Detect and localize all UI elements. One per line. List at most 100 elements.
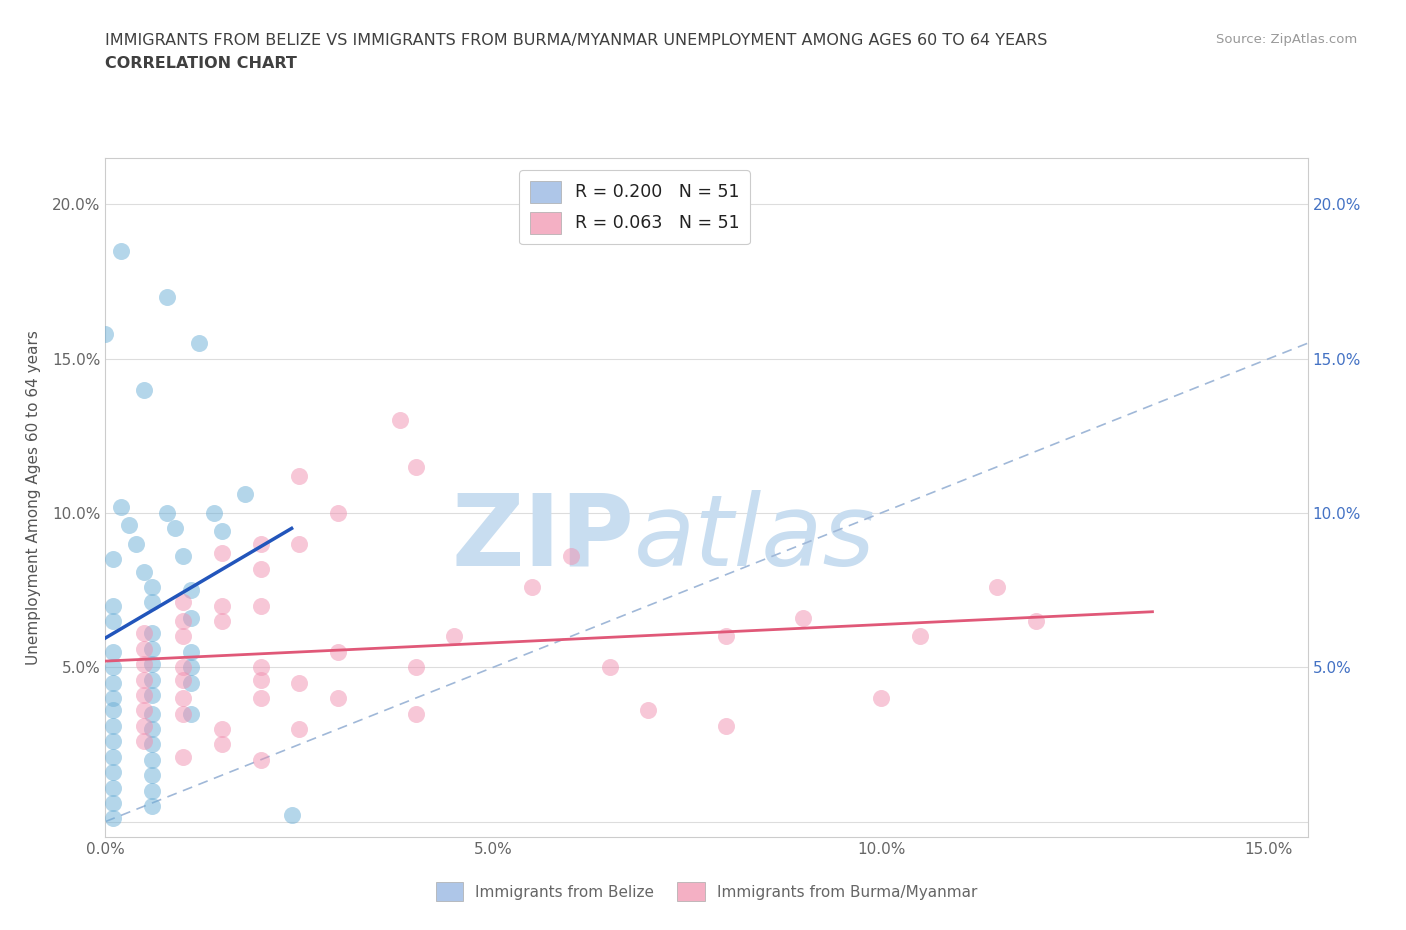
Point	[714, 719, 737, 734]
Point	[103, 660, 125, 675]
Point	[288, 469, 311, 484]
Point	[180, 610, 202, 625]
Point	[908, 629, 931, 644]
Point	[165, 521, 187, 536]
Point	[134, 734, 156, 749]
Y-axis label: Unemployment Among Ages 60 to 64 years: Unemployment Among Ages 60 to 64 years	[27, 330, 41, 665]
Point	[187, 336, 209, 351]
Text: Source: ZipAtlas.com: Source: ZipAtlas.com	[1216, 33, 1357, 46]
Point	[172, 706, 194, 721]
Point	[870, 691, 893, 706]
Point	[249, 672, 271, 687]
Point	[134, 672, 156, 687]
Point	[141, 642, 163, 657]
Point	[211, 722, 233, 737]
Point	[180, 583, 202, 598]
Point	[141, 626, 163, 641]
Point	[249, 561, 271, 576]
Point	[211, 546, 233, 561]
Point	[180, 660, 202, 675]
Point	[288, 675, 311, 690]
Point	[103, 703, 125, 718]
Point	[280, 808, 302, 823]
Point	[141, 687, 163, 702]
Point	[326, 644, 349, 659]
Point	[94, 326, 117, 341]
Point	[405, 459, 427, 474]
Point	[172, 750, 194, 764]
Point	[103, 614, 125, 629]
Point	[110, 499, 132, 514]
Point	[103, 811, 125, 826]
Point	[103, 644, 125, 659]
Point	[599, 660, 621, 675]
Point	[1025, 614, 1047, 629]
Point	[288, 722, 311, 737]
Point	[141, 579, 163, 594]
Point	[249, 660, 271, 675]
Point	[103, 750, 125, 764]
Point	[172, 672, 194, 687]
Point	[211, 525, 233, 539]
Point	[118, 518, 141, 533]
Point	[125, 537, 148, 551]
Point	[792, 610, 814, 625]
Point	[141, 783, 163, 798]
Point	[134, 382, 156, 397]
Point	[172, 660, 194, 675]
Point	[172, 691, 194, 706]
Point	[172, 595, 194, 610]
Point	[156, 506, 179, 521]
Point	[141, 672, 163, 687]
Point	[443, 629, 465, 644]
Point	[103, 734, 125, 749]
Point	[141, 595, 163, 610]
Point	[141, 657, 163, 671]
Point	[326, 691, 349, 706]
Point	[389, 413, 412, 428]
Point	[103, 764, 125, 779]
Point	[202, 506, 225, 521]
Point	[134, 565, 156, 579]
Point	[141, 799, 163, 814]
Point	[156, 289, 179, 304]
Point	[326, 506, 349, 521]
Point	[103, 691, 125, 706]
Point	[141, 737, 163, 751]
Point	[714, 629, 737, 644]
Text: CORRELATION CHART: CORRELATION CHART	[105, 56, 297, 71]
Point	[134, 703, 156, 718]
Point	[103, 551, 125, 566]
Point	[249, 752, 271, 767]
Point	[405, 706, 427, 721]
Point	[288, 537, 311, 551]
Point	[141, 768, 163, 783]
Point	[172, 629, 194, 644]
Point	[141, 722, 163, 737]
Point	[986, 579, 1008, 594]
Point	[172, 614, 194, 629]
Point	[134, 642, 156, 657]
Point	[405, 660, 427, 675]
Point	[103, 780, 125, 795]
Point	[249, 598, 271, 613]
Point	[134, 687, 156, 702]
Point	[233, 487, 256, 502]
Point	[560, 549, 582, 564]
Point	[103, 675, 125, 690]
Point	[103, 598, 125, 613]
Point	[110, 244, 132, 259]
Point	[134, 626, 156, 641]
Point	[180, 644, 202, 659]
Point	[141, 752, 163, 767]
Point	[134, 719, 156, 734]
Point	[180, 706, 202, 721]
Text: ZIP: ZIP	[451, 490, 634, 587]
Text: atlas: atlas	[634, 490, 876, 587]
Point	[211, 598, 233, 613]
Legend: Immigrants from Belize, Immigrants from Burma/Myanmar: Immigrants from Belize, Immigrants from …	[430, 875, 983, 908]
Point	[211, 737, 233, 751]
Point	[637, 703, 659, 718]
Point	[172, 549, 194, 564]
Point	[103, 796, 125, 811]
